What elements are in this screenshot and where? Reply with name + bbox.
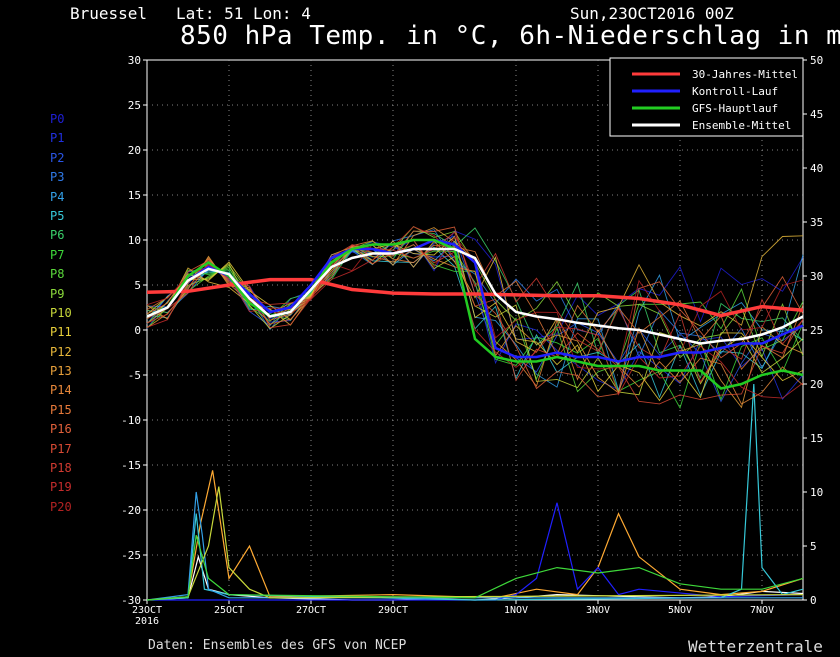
y-left-tick-label: 20 (128, 144, 141, 157)
y-right-tick-label: 45 (810, 108, 823, 121)
x-tick-label: 27OCT (296, 605, 326, 616)
legend-label: Kontroll-Lauf (692, 85, 778, 98)
y-left-tick-label: 15 (128, 189, 141, 202)
x-tick-label: 7NOV (750, 605, 774, 616)
y-right-tick-label: 50 (810, 54, 823, 67)
precip-line-0 (146, 554, 804, 601)
y-right-tick-label: 0 (810, 594, 817, 607)
y-left-tick-label: 30 (128, 54, 141, 67)
y-left-tick-label: -30 (121, 594, 141, 607)
member-label-p6: P6 (50, 228, 65, 243)
member-label-p12: P12 (50, 344, 72, 359)
location-label: Bruessel Lat: 51 Lon: 4 (70, 4, 311, 23)
precip-line-3 (146, 383, 804, 601)
y-left-tick-label: -25 (121, 549, 141, 562)
member-label-p15: P15 (50, 402, 72, 417)
member-label-p8: P8 (50, 267, 65, 282)
member-label-p2: P2 (50, 150, 65, 165)
series-line-ensemble-mittel (146, 247, 804, 345)
brand-label: Wetterzentrale (688, 637, 823, 656)
member-label-p7: P7 (50, 247, 65, 262)
x-tick-label: 29OCT (378, 605, 408, 616)
y-right-tick-label: 20 (810, 378, 823, 391)
legend-label: Ensemble-Mittel (692, 119, 791, 132)
member-label-p16: P16 (50, 422, 72, 437)
y-left-tick-label: -15 (121, 459, 141, 472)
x-tick-label: 2016 (135, 616, 159, 627)
y-right-tick-label: 10 (810, 486, 823, 499)
ensemble-member-line-11 (146, 235, 804, 402)
x-tick-label: 5NOV (668, 605, 692, 616)
chart-title: 850 hPa Temp. in °C, 6h-Niederschlag in … (180, 21, 840, 51)
legend-box (609, 57, 804, 137)
y-left-tick-label: 10 (128, 234, 141, 247)
precip-line-6 (146, 535, 804, 601)
y-left-tick-label: 0 (134, 324, 141, 337)
series-line-kontroll-lauf (146, 238, 804, 363)
y-left-tick-label: 5 (134, 279, 141, 292)
member-label-p4: P4 (50, 189, 65, 204)
legend-label: GFS-Hauptlauf (692, 102, 778, 115)
x-tick-label: 25OCT (214, 605, 244, 616)
member-label-p20: P20 (50, 499, 72, 514)
member-label-p9: P9 (50, 286, 65, 301)
ensemble-member-line-19 (146, 226, 804, 399)
member-label-p19: P19 (50, 480, 72, 495)
member-label-p18: P18 (50, 461, 72, 476)
member-label-p13: P13 (50, 364, 72, 379)
y-left-tick-label: 25 (128, 99, 141, 112)
y-right-tick-label: 30 (810, 270, 823, 283)
ensemble-member-line-17 (146, 244, 804, 405)
x-tick-label: 23OCT (132, 605, 162, 616)
member-label-p5: P5 (50, 208, 65, 223)
member-label-p10: P10 (50, 305, 72, 320)
precip-line-1 (146, 470, 804, 601)
y-right-tick-label: 15 (810, 432, 823, 445)
member-label-p14: P14 (50, 383, 72, 398)
member-label-p0: P0 (50, 112, 65, 126)
y-right-tick-label: 35 (810, 216, 823, 229)
x-tick-label: 1NOV (504, 605, 528, 616)
series-line-30-jahres-mittel (146, 277, 804, 318)
run-datetime: Sun,23OCT2016 00Z (570, 4, 734, 23)
y-right-tick-label: 5 (810, 540, 817, 553)
data-source-note: Daten: Ensembles des GFS von NCEP (148, 638, 407, 653)
y-right-tick-label: 40 (810, 162, 823, 175)
series-line-gfs-hauptlauf (146, 238, 804, 390)
x-tick-label: 3NOV (586, 605, 610, 616)
precip-line-5 (146, 486, 804, 601)
member-label-p11: P11 (50, 325, 72, 340)
member-label-p17: P17 (50, 441, 72, 456)
member-label-p3: P3 (50, 170, 65, 185)
y-right-tick-label: 25 (810, 324, 823, 337)
ensemble-member-line-8 (146, 240, 804, 393)
y-left-tick-label: -10 (121, 414, 141, 427)
y-left-tick-label: -20 (121, 504, 141, 517)
y-left-tick-label: -5 (128, 369, 141, 382)
member-label-p1: P1 (50, 131, 65, 146)
legend-label: 30-Jahres-Mittel (692, 68, 798, 81)
ensemble-member-list: P0 P1 P2 P3 P4 P5 P6 P7 P8 P9 P10 P11 P12 P13 P14 P15 P1… (50, 110, 72, 517)
precip-line-4 (146, 491, 803, 601)
